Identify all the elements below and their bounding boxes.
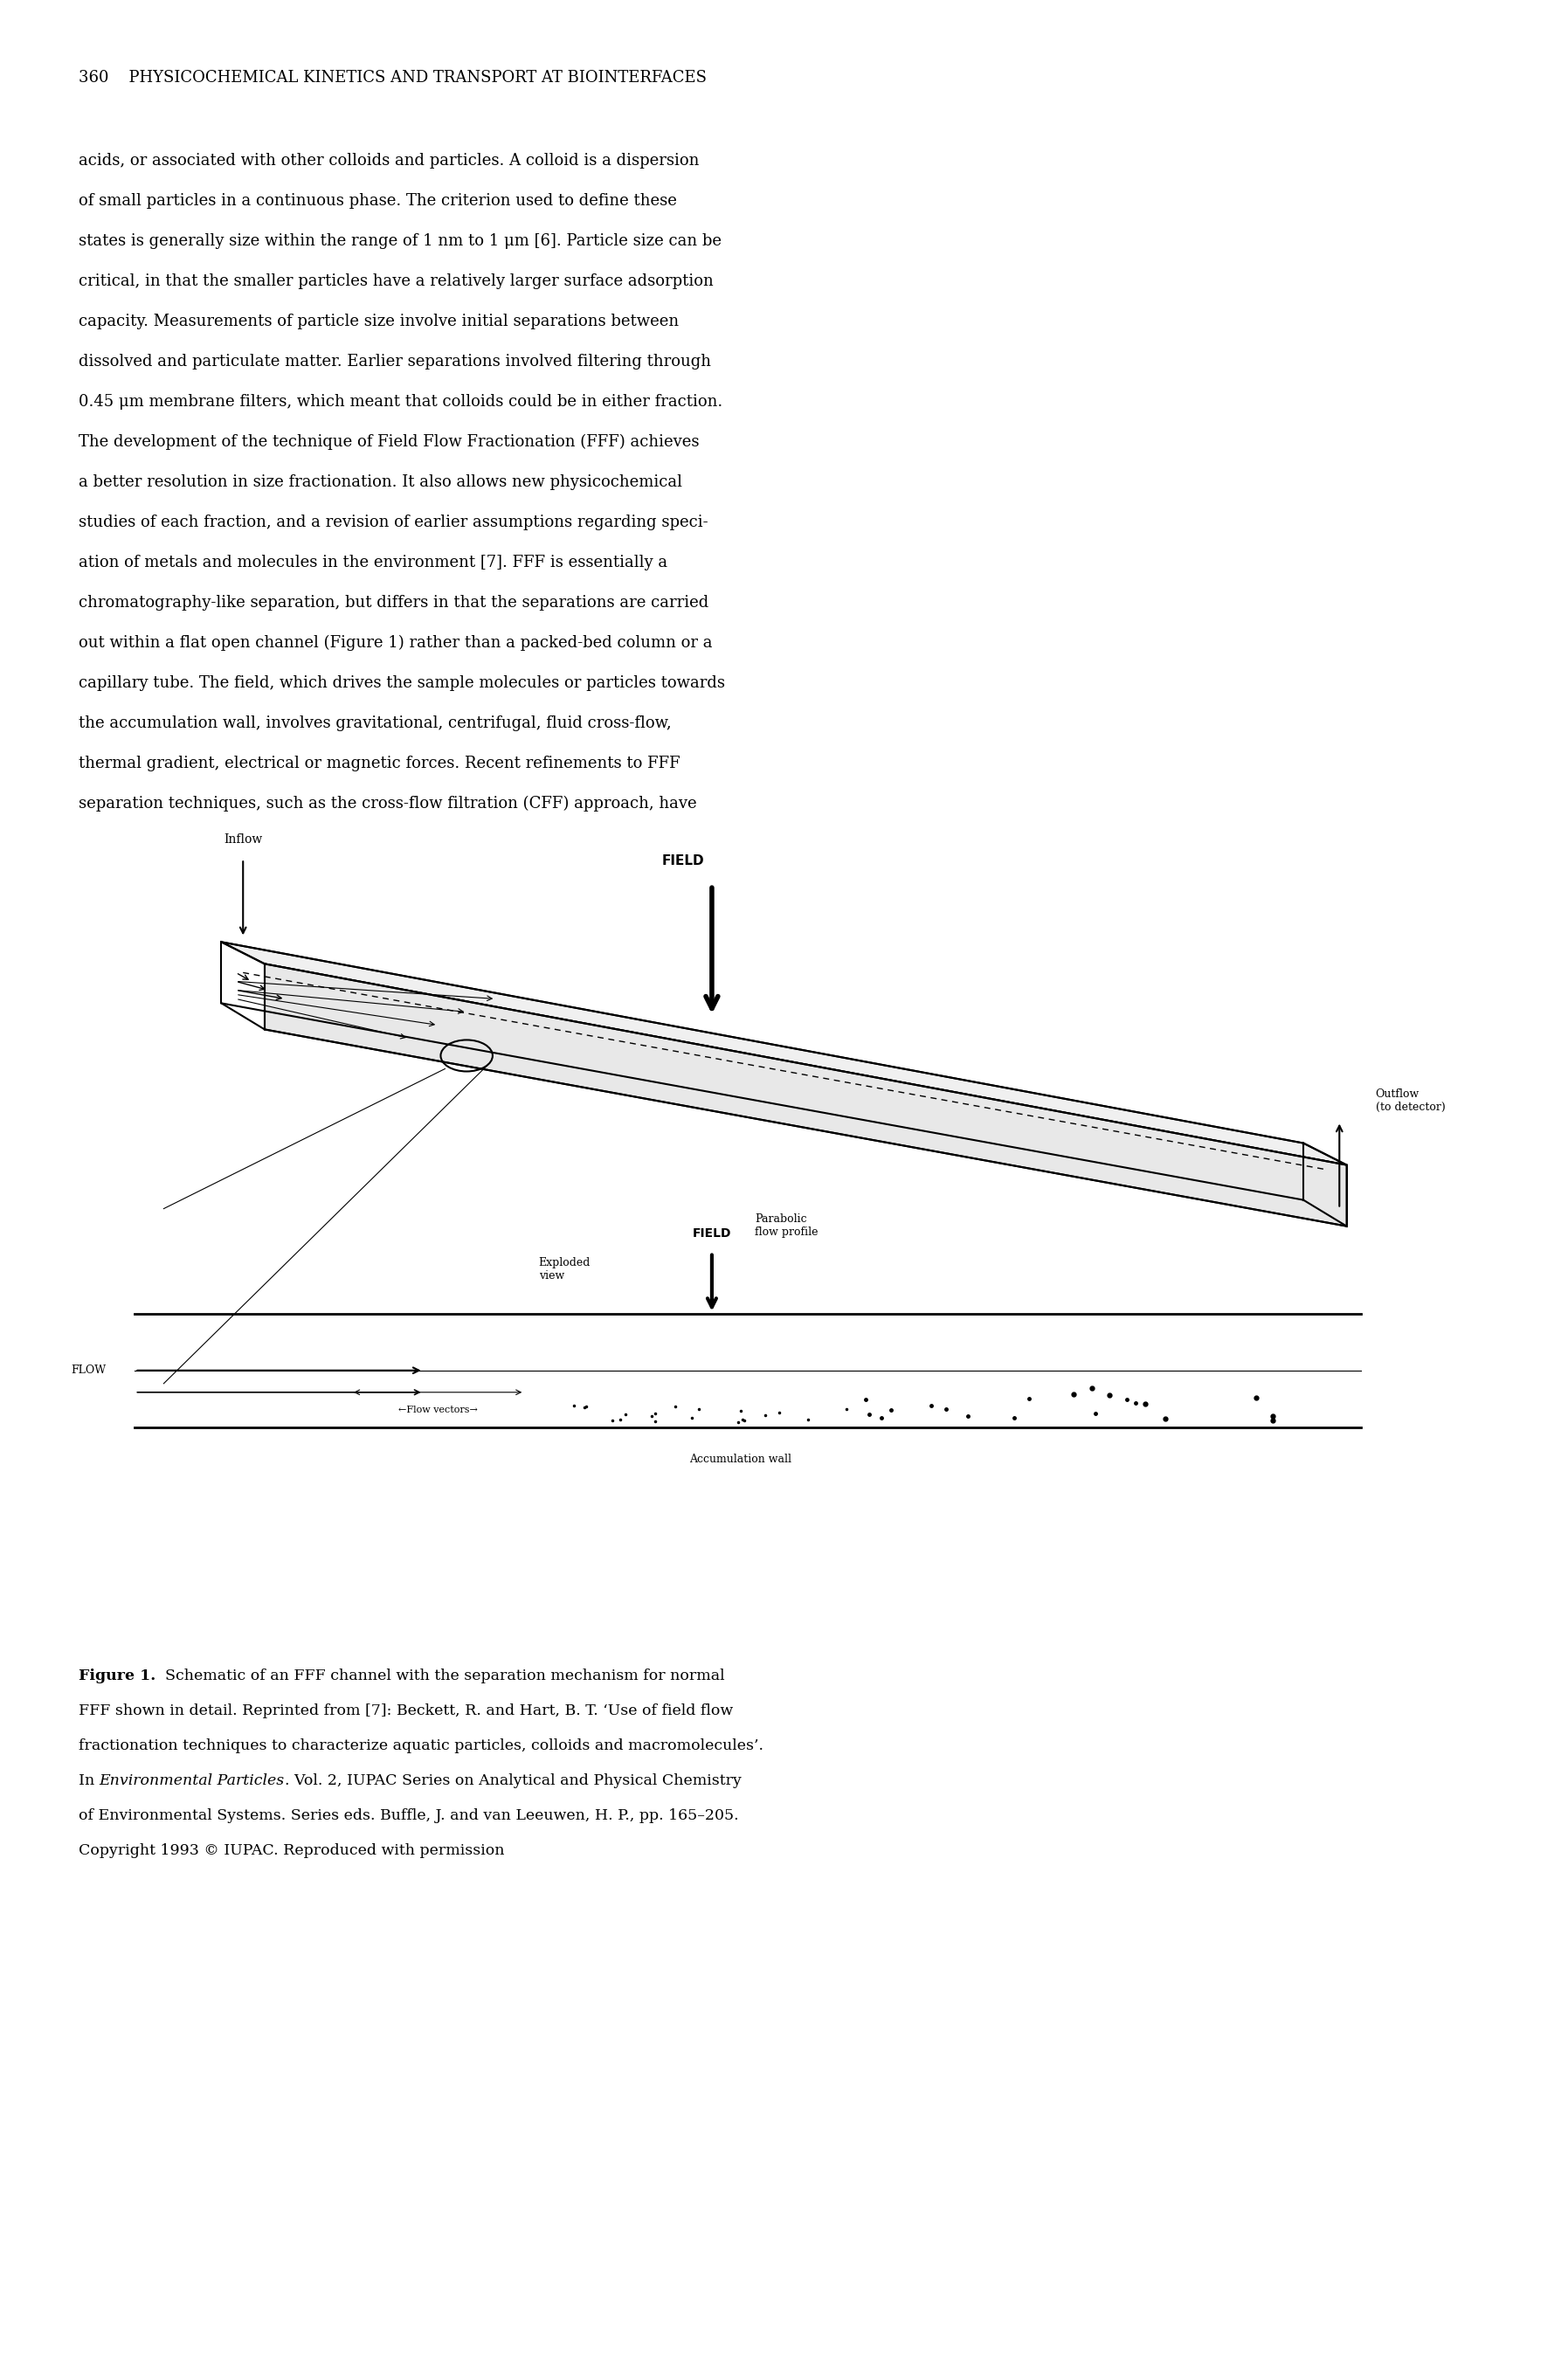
Text: 0.45 μm membrane filters, which meant that colloids could be in either fraction.: 0.45 μm membrane filters, which meant th… [78, 395, 723, 409]
Text: dissolved and particulate matter. Earlier separations involved filtering through: dissolved and particulate matter. Earlie… [78, 354, 710, 369]
Text: thermal gradient, electrical or magnetic forces. Recent refinements to FFF: thermal gradient, electrical or magnetic… [78, 756, 681, 770]
Text: FIELD: FIELD [662, 855, 704, 867]
Text: FFF shown in detail. Reprinted from [7]: Beckett, R. and Hart, B. T. ‘Use of fie: FFF shown in detail. Reprinted from [7]:… [78, 1704, 734, 1718]
Text: . Vol. 2, IUPAC Series on Analytical and Physical Chemistry: . Vol. 2, IUPAC Series on Analytical and… [285, 1772, 742, 1789]
Text: acids, or associated with other colloids and particles. A colloid is a dispersio: acids, or associated with other colloids… [78, 154, 699, 168]
Text: of Environmental Systems. Series eds. Buffle, J. and van Leeuwen, H. P., pp. 165: of Environmental Systems. Series eds. Bu… [78, 1808, 739, 1824]
Text: capacity. Measurements of particle size involve initial separations between: capacity. Measurements of particle size … [78, 314, 679, 328]
Text: capillary tube. The field, which drives the sample molecules or particles toward: capillary tube. The field, which drives … [78, 676, 724, 690]
Text: The development of the technique of Field Flow Fractionation (FFF) achieves: The development of the technique of Fiel… [78, 435, 699, 449]
Text: ←Flow vectors→: ←Flow vectors→ [398, 1406, 478, 1413]
Text: studies of each fraction, and a revision of earlier assumptions regarding speci-: studies of each fraction, and a revision… [78, 515, 709, 529]
Text: out within a flat open channel (Figure 1) rather than a packed-bed column or a: out within a flat open channel (Figure 1… [78, 636, 712, 652]
Text: Accumulation wall: Accumulation wall [690, 1453, 792, 1465]
Polygon shape [265, 964, 1347, 1226]
Text: Outflow
(to detector): Outflow (to detector) [1375, 1087, 1446, 1113]
Text: a better resolution in size fractionation. It also allows new physicochemical: a better resolution in size fractionatio… [78, 475, 682, 489]
Text: of small particles in a continuous phase. The criterion used to define these: of small particles in a continuous phase… [78, 194, 677, 208]
Text: 360    PHYSICOCHEMICAL KINETICS AND TRANSPORT AT BIOINTERFACES: 360 PHYSICOCHEMICAL KINETICS AND TRANSPO… [78, 71, 707, 85]
Text: chromatography-like separation, but differs in that the separations are carried: chromatography-like separation, but diff… [78, 595, 709, 610]
Text: critical, in that the smaller particles have a relatively larger surface adsorpt: critical, in that the smaller particles … [78, 274, 713, 288]
Text: Figure 1.: Figure 1. [78, 1668, 155, 1682]
Text: states is generally size within the range of 1 nm to 1 μm [6]. Particle size can: states is generally size within the rang… [78, 234, 721, 248]
Polygon shape [221, 943, 1347, 1165]
Text: Parabolic
flow profile: Parabolic flow profile [756, 1212, 818, 1238]
Text: fractionation techniques to characterize aquatic particles, colloids and macromo: fractionation techniques to characterize… [78, 1739, 764, 1753]
Text: Inflow: Inflow [224, 834, 262, 846]
Text: FLOW: FLOW [71, 1366, 107, 1375]
Text: Environmental Particles: Environmental Particles [99, 1772, 285, 1789]
Text: Exploded
view: Exploded view [539, 1257, 591, 1281]
Text: Schematic of an FFF channel with the separation mechanism for normal: Schematic of an FFF channel with the sep… [155, 1668, 724, 1682]
Text: Copyright 1993 © IUPAC. Reproduced with permission: Copyright 1993 © IUPAC. Reproduced with … [78, 1843, 505, 1857]
Text: ation of metals and molecules in the environment [7]. FFF is essentially a: ation of metals and molecules in the env… [78, 555, 668, 569]
Text: FIELD: FIELD [693, 1226, 731, 1238]
Text: separation techniques, such as the cross-flow filtration (CFF) approach, have: separation techniques, such as the cross… [78, 796, 696, 813]
Text: the accumulation wall, involves gravitational, centrifugal, fluid cross-flow,: the accumulation wall, involves gravitat… [78, 716, 671, 730]
Text: In: In [78, 1772, 99, 1789]
